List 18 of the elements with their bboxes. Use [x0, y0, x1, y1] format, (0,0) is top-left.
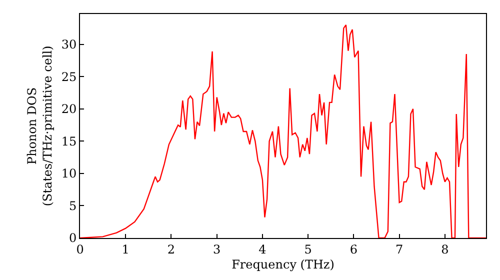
- y-tick-label: 5: [68, 198, 77, 213]
- x-tick-label: 7: [396, 242, 404, 256]
- x-tick-label: 5: [304, 242, 312, 256]
- x-tick-label: 1: [122, 242, 130, 256]
- y-tick-label: 20: [61, 102, 77, 116]
- y-tick-label: 0: [68, 231, 77, 246]
- x-tick-label: 3: [213, 242, 221, 256]
- line-series: [80, 24, 486, 238]
- y-tick-label: 10: [61, 166, 77, 181]
- x-tick-label: 8: [441, 242, 449, 256]
- y-tick-label: 15: [61, 134, 77, 148]
- x-axis-title: Frequency (THz): [232, 257, 334, 272]
- y-tick-label: 25: [61, 70, 77, 84]
- x-tick-label: 6: [350, 242, 358, 256]
- y-axis-title: Phonon DOS (States/THz·primitive cell): [25, 46, 55, 206]
- x-tick-label: 4: [258, 242, 267, 256]
- y-tick-label: 30: [61, 38, 77, 52]
- x-tick-label: 2: [167, 242, 176, 256]
